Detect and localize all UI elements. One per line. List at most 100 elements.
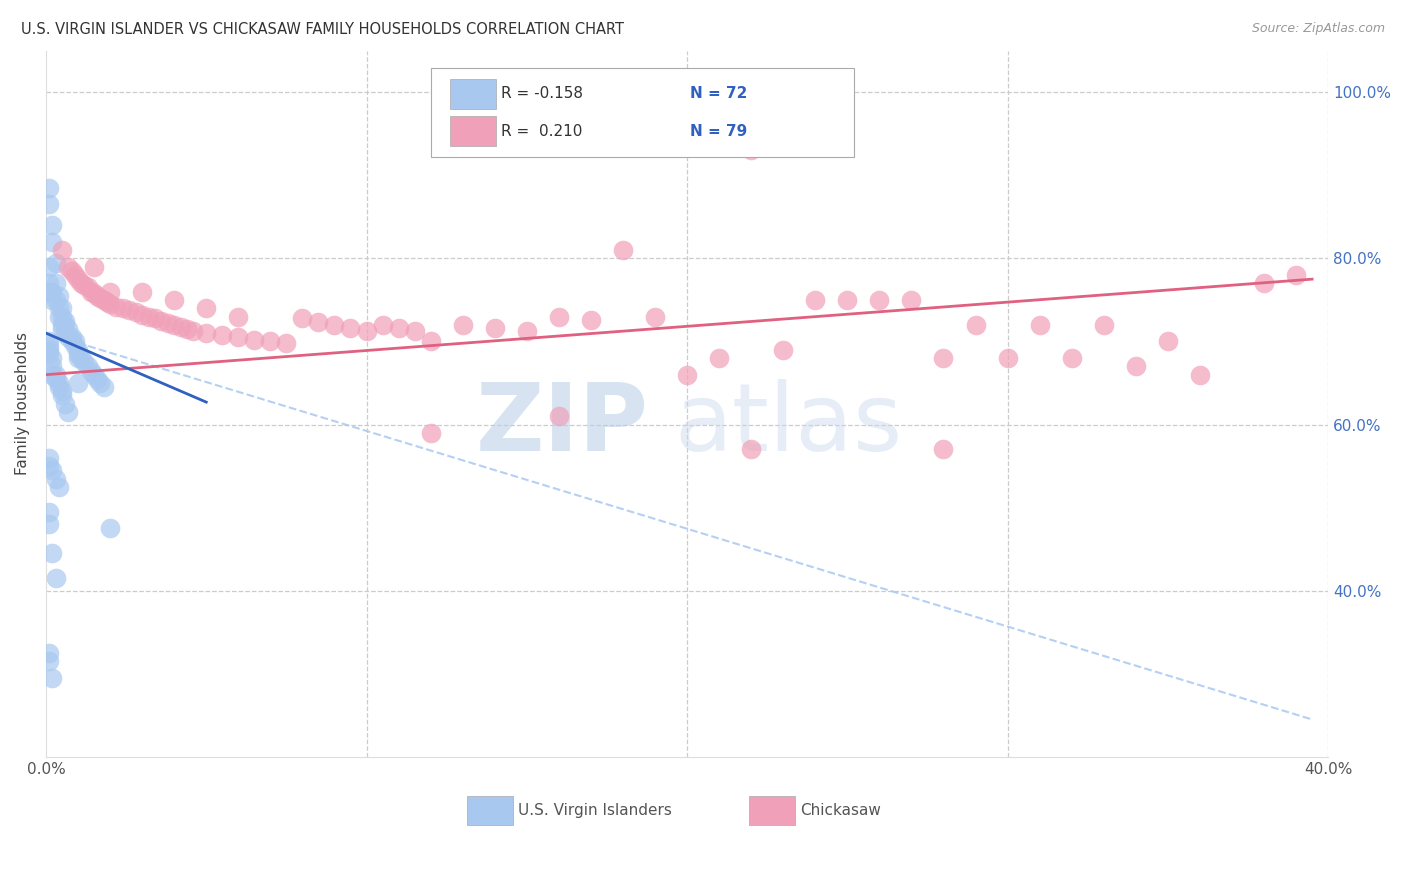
Point	[58, 330, 80, 344]
Point	[339, 321, 361, 335]
Point	[48, 301, 70, 316]
Point	[38, 450, 60, 465]
Text: R = -0.158: R = -0.158	[501, 87, 583, 102]
Point	[1028, 318, 1050, 332]
Point	[1285, 268, 1308, 282]
Point	[93, 293, 115, 307]
Point	[41, 285, 63, 299]
FancyBboxPatch shape	[450, 116, 496, 146]
Point	[965, 318, 987, 332]
Point	[45, 255, 67, 269]
Point	[111, 301, 134, 316]
Point	[243, 333, 266, 347]
Text: U.S. Virgin Islanders: U.S. Virgin Islanders	[517, 803, 672, 818]
Point	[131, 285, 153, 299]
Point	[38, 343, 60, 357]
Point	[45, 571, 67, 585]
Point	[176, 322, 198, 336]
Point	[48, 289, 70, 303]
Point	[76, 280, 98, 294]
Point	[323, 318, 346, 332]
Point	[1060, 351, 1083, 365]
Point	[195, 326, 218, 340]
Point	[644, 310, 666, 324]
Point	[41, 671, 63, 685]
Point	[86, 372, 108, 386]
Text: U.S. VIRGIN ISLANDER VS CHICKASAW FAMILY HOUSEHOLDS CORRELATION CHART: U.S. VIRGIN ISLANDER VS CHICKASAW FAMILY…	[21, 22, 624, 37]
Point	[66, 351, 89, 365]
Point	[53, 318, 76, 332]
Point	[676, 368, 699, 382]
Point	[48, 480, 70, 494]
Point	[51, 388, 73, 402]
Point	[98, 297, 121, 311]
Point	[195, 301, 218, 316]
Point	[89, 376, 111, 390]
Point	[226, 330, 249, 344]
Point	[156, 316, 179, 330]
Point	[356, 325, 378, 339]
Point	[143, 311, 166, 326]
Point	[38, 347, 60, 361]
Point	[38, 459, 60, 474]
Point	[66, 343, 89, 357]
Point	[58, 405, 80, 419]
Point	[451, 318, 474, 332]
Point	[211, 327, 233, 342]
Point	[45, 293, 67, 307]
Point	[76, 359, 98, 374]
Point	[83, 260, 105, 274]
Point	[83, 368, 105, 382]
Point	[163, 293, 186, 307]
Point	[307, 314, 329, 328]
Point	[41, 235, 63, 249]
FancyBboxPatch shape	[450, 78, 496, 109]
Point	[41, 359, 63, 374]
Point	[60, 264, 83, 278]
Point	[740, 442, 762, 457]
Text: N = 79: N = 79	[689, 124, 747, 138]
Point	[63, 338, 86, 352]
FancyBboxPatch shape	[748, 796, 794, 825]
Point	[58, 260, 80, 274]
Point	[45, 471, 67, 485]
Point	[932, 442, 955, 457]
Point	[804, 293, 827, 307]
Point	[38, 646, 60, 660]
Point	[63, 334, 86, 349]
Point	[83, 286, 105, 301]
Point	[51, 318, 73, 332]
Point	[73, 277, 96, 292]
Point	[1157, 334, 1180, 349]
Point	[105, 300, 128, 314]
Point	[547, 409, 569, 424]
Point	[38, 180, 60, 194]
Point	[98, 285, 121, 299]
Point	[96, 294, 118, 309]
Point	[1092, 318, 1115, 332]
Point	[53, 397, 76, 411]
Point	[38, 277, 60, 291]
Point	[837, 293, 859, 307]
Point	[41, 351, 63, 365]
Point	[80, 285, 103, 299]
Point	[38, 285, 60, 299]
Point	[48, 380, 70, 394]
Point	[484, 321, 506, 335]
Point	[58, 322, 80, 336]
Point	[772, 343, 794, 357]
Point	[70, 277, 93, 291]
Point	[41, 463, 63, 477]
Point	[80, 363, 103, 377]
Point	[73, 355, 96, 369]
Point	[131, 308, 153, 322]
Point	[900, 293, 922, 307]
Point	[259, 334, 281, 349]
Point	[48, 376, 70, 390]
Point	[41, 218, 63, 232]
Point	[66, 347, 89, 361]
Point	[48, 310, 70, 324]
Point	[41, 368, 63, 382]
Point	[66, 376, 89, 390]
Point	[38, 260, 60, 274]
